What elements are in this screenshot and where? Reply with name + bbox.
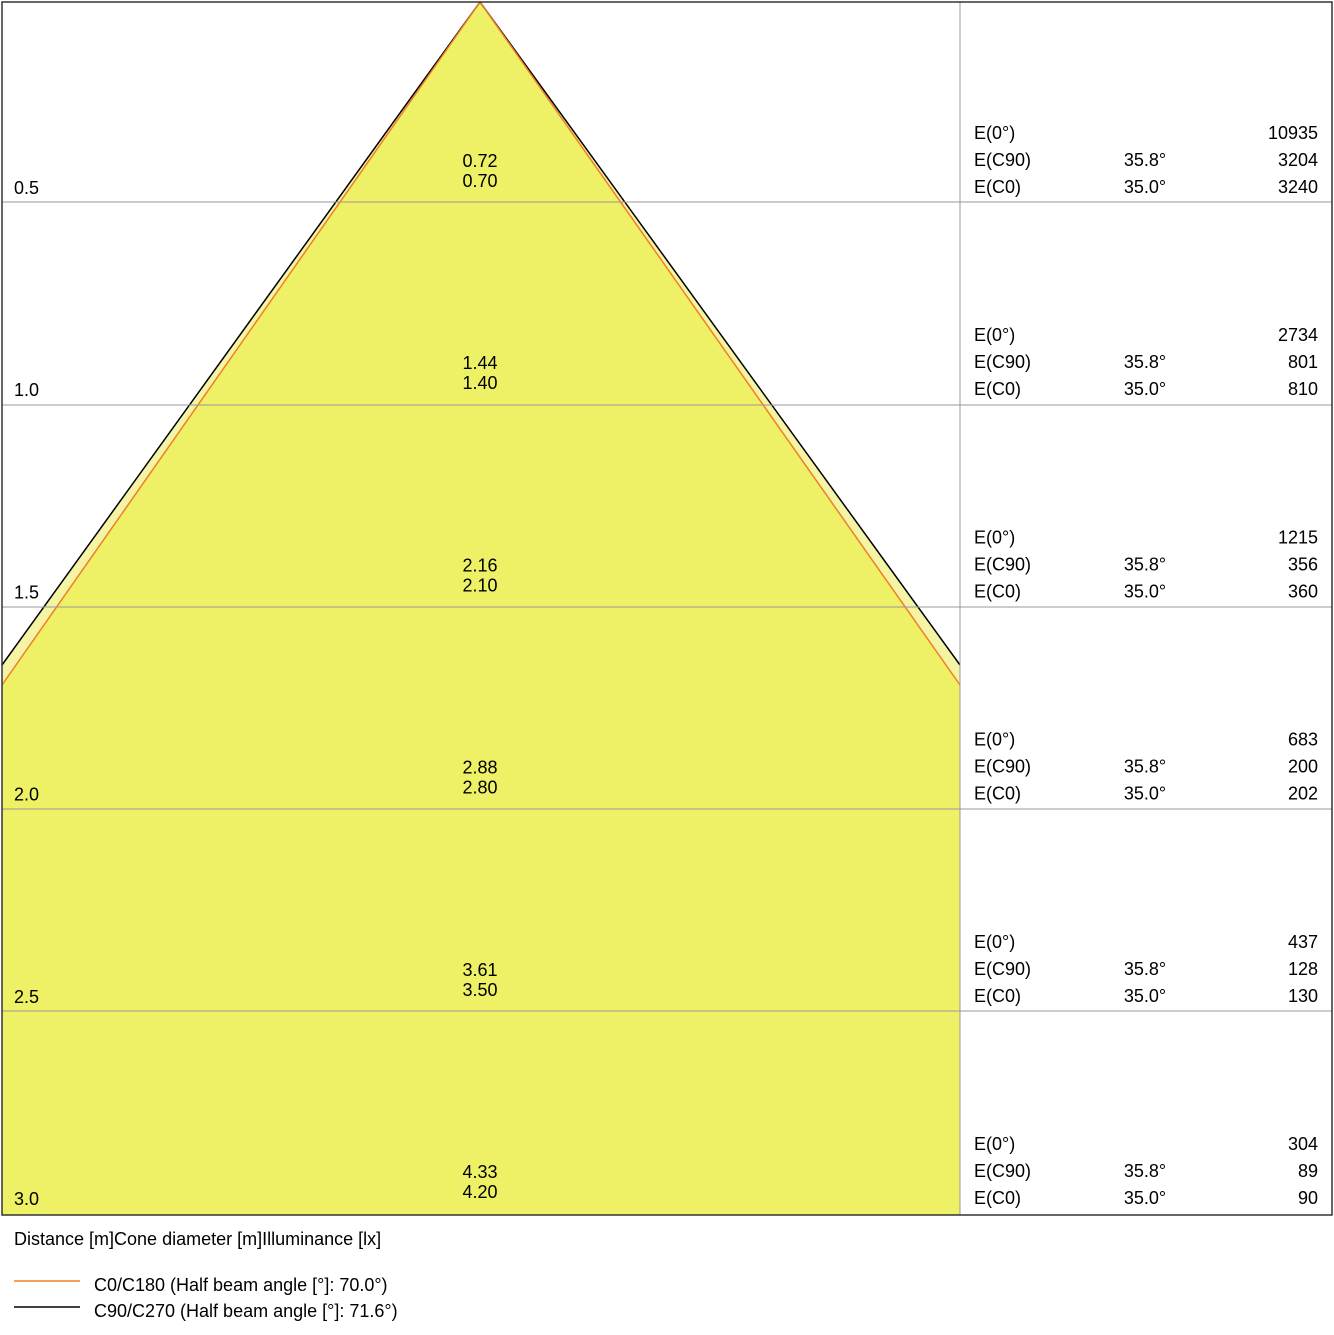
illuminance-value: 2734 bbox=[1278, 325, 1318, 345]
illuminance-value: 128 bbox=[1288, 959, 1318, 979]
cone-diameter: 4.33 bbox=[462, 1162, 497, 1182]
legend-label: C90/C270 (Half beam angle [°]: 71.6°) bbox=[94, 1301, 398, 1321]
illuminance-label: E(0°) bbox=[974, 730, 1015, 750]
distance-label: 0.5 bbox=[14, 178, 39, 198]
legend-label: C0/C180 (Half beam angle [°]: 70.0°) bbox=[94, 1275, 388, 1295]
illuminance-angle: 35.8° bbox=[1124, 959, 1166, 979]
distance-label: 1.5 bbox=[14, 582, 39, 602]
illuminance-label: E(0°) bbox=[974, 123, 1015, 143]
illuminance-label: E(C0) bbox=[974, 177, 1021, 197]
illuminance-value: 90 bbox=[1298, 1188, 1318, 1208]
illuminance-value: 810 bbox=[1288, 379, 1318, 399]
illuminance-value: 356 bbox=[1288, 554, 1318, 574]
illuminance-value: 10935 bbox=[1268, 123, 1318, 143]
illuminance-angle: 35.8° bbox=[1124, 554, 1166, 574]
illuminance-angle: 35.8° bbox=[1124, 352, 1166, 372]
illuminance-angle: 35.0° bbox=[1124, 986, 1166, 1006]
illuminance-label: E(C0) bbox=[974, 986, 1021, 1006]
illuminance-value: 130 bbox=[1288, 986, 1318, 1006]
illuminance-angle: 35.0° bbox=[1124, 379, 1166, 399]
illuminance-label: E(C0) bbox=[974, 1188, 1021, 1208]
cone-diameter: 1.44 bbox=[462, 353, 497, 373]
illuminance-value: 3204 bbox=[1278, 150, 1318, 170]
heading: Cone diameter [m] bbox=[114, 1229, 262, 1249]
inner-cone bbox=[2, 2, 960, 1215]
illuminance-label: E(0°) bbox=[974, 932, 1015, 952]
distance-label: 2.5 bbox=[14, 987, 39, 1007]
illuminance-angle: 35.8° bbox=[1124, 757, 1166, 777]
illuminance-label: E(0°) bbox=[974, 527, 1015, 547]
illuminance-angle: 35.0° bbox=[1124, 1188, 1166, 1208]
cone-diameter: 0.72 bbox=[462, 151, 497, 171]
illuminance-label: E(C90) bbox=[974, 1161, 1031, 1181]
cone-diameter: 2.88 bbox=[462, 758, 497, 778]
illuminance-angle: 35.8° bbox=[1124, 1161, 1166, 1181]
cone-diameter: 4.20 bbox=[462, 1182, 497, 1202]
illuminance-label: E(C0) bbox=[974, 784, 1021, 804]
illuminance-angle: 35.8° bbox=[1124, 150, 1166, 170]
illuminance-value: 437 bbox=[1288, 932, 1318, 952]
illuminance-label: E(C90) bbox=[974, 554, 1031, 574]
distance-label: 2.0 bbox=[14, 785, 39, 805]
illuminance-label: E(C90) bbox=[974, 352, 1031, 372]
illuminance-value: 3240 bbox=[1278, 177, 1318, 197]
footer-headings: Distance [m]Cone diameter [m]Illuminance… bbox=[14, 1229, 381, 1249]
cone-diameter: 3.50 bbox=[462, 980, 497, 1000]
frame bbox=[1, 1, 1333, 1216]
illuminance-label: E(0°) bbox=[974, 1134, 1015, 1154]
illuminance-value: 360 bbox=[1288, 581, 1318, 601]
cone-diameter: 2.10 bbox=[462, 575, 497, 595]
cone-diameter: 0.70 bbox=[462, 171, 497, 191]
illuminance-value: 304 bbox=[1288, 1134, 1318, 1154]
distance-label: 3.0 bbox=[14, 1189, 39, 1209]
illuminance-label: E(C0) bbox=[974, 379, 1021, 399]
illuminance-label: E(C0) bbox=[974, 581, 1021, 601]
cone-diameter: 1.40 bbox=[462, 373, 497, 393]
illuminance-value: 1215 bbox=[1278, 527, 1318, 547]
cone-diameter: 2.80 bbox=[462, 778, 497, 798]
illuminance-label: E(0°) bbox=[974, 325, 1015, 345]
illuminance-label: E(C90) bbox=[974, 959, 1031, 979]
illuminance-label: E(C90) bbox=[974, 150, 1031, 170]
cone-diameter: 3.61 bbox=[462, 960, 497, 980]
illuminance-value: 202 bbox=[1288, 784, 1318, 804]
illuminance-value: 200 bbox=[1288, 757, 1318, 777]
cone-diameter: 2.16 bbox=[462, 555, 497, 575]
distance-label: 1.0 bbox=[14, 380, 39, 400]
illuminance-angle: 35.0° bbox=[1124, 784, 1166, 804]
illuminance-value: 683 bbox=[1288, 730, 1318, 750]
illuminance-value: 801 bbox=[1288, 352, 1318, 372]
illuminance-angle: 35.0° bbox=[1124, 581, 1166, 601]
illuminance-label: E(C90) bbox=[974, 757, 1031, 777]
illuminance-value: 89 bbox=[1298, 1161, 1318, 1181]
heading: Illuminance [lx] bbox=[262, 1229, 381, 1249]
illuminance-angle: 35.0° bbox=[1124, 177, 1166, 197]
heading: Distance [m] bbox=[14, 1229, 114, 1249]
